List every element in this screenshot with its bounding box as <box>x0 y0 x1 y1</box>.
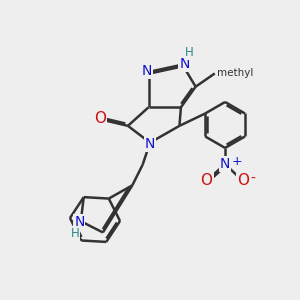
Text: methyl: methyl <box>217 68 254 78</box>
Text: N: N <box>145 137 155 151</box>
Text: H: H <box>185 46 194 59</box>
Text: +: + <box>232 155 242 168</box>
Text: O: O <box>94 111 106 126</box>
Text: -: - <box>251 172 256 186</box>
Text: N: N <box>220 157 230 171</box>
Text: N: N <box>74 215 85 229</box>
Text: N: N <box>142 64 152 78</box>
Text: O: O <box>237 173 249 188</box>
Text: N: N <box>179 57 190 71</box>
Text: O: O <box>200 173 212 188</box>
Text: H: H <box>70 227 79 240</box>
